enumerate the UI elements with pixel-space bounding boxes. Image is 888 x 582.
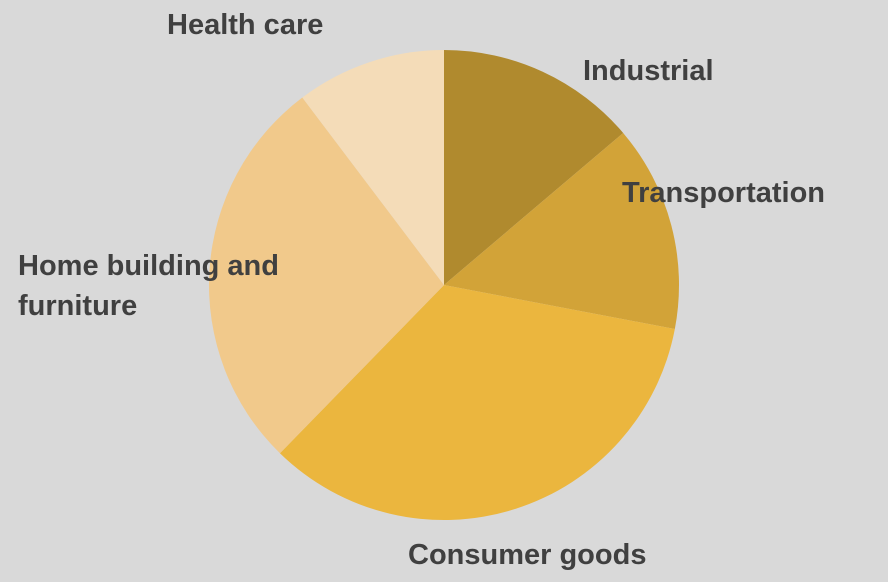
slice-label: Health care — [167, 9, 324, 41]
slice-label: Transportation — [622, 177, 826, 209]
pie-slice — [279, 285, 675, 521]
pie-slice — [208, 97, 444, 454]
slice-label: Consumer goods — [408, 539, 647, 571]
pie-slice — [444, 132, 679, 330]
slice-label: Industrial — [583, 55, 714, 87]
pie-slice — [444, 50, 624, 285]
slice-label: Home building and furniture — [18, 250, 279, 322]
pie-slice — [302, 50, 444, 285]
